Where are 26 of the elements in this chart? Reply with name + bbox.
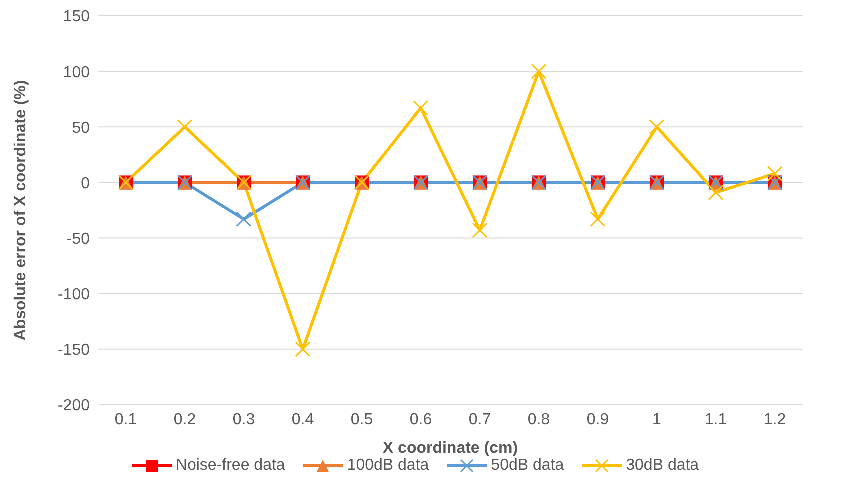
- x-tick-label: 0.7: [468, 411, 492, 428]
- x-tick-label: 0.1: [114, 411, 138, 428]
- x-tick-label: 1.2: [764, 411, 786, 428]
- x-tick-label: 0.5: [350, 411, 374, 428]
- legend-label: Noise-free data: [174, 457, 286, 475]
- x-axis-title: X coordinate (cm): [382, 440, 518, 457]
- y-axis-title: Absolute error of X coordinate (%): [12, 80, 30, 341]
- x-tick-label: 0.3: [232, 411, 256, 428]
- y-tick-label: -100: [58, 286, 90, 304]
- x-tick-label: 0.9: [586, 411, 610, 428]
- x-tick-label: 0.2: [174, 411, 196, 428]
- legend-label: 100dB data: [346, 457, 430, 475]
- legend-label: 50dB data: [490, 457, 564, 475]
- y-tick-label: -200: [58, 398, 90, 415]
- x-tick-label: 1.1: [704, 411, 728, 428]
- y-tick-label: -150: [58, 342, 90, 360]
- x-tick-label: 0.8: [528, 411, 550, 428]
- x-tick-label: 0.6: [410, 411, 432, 428]
- x-tick-label: 1: [652, 411, 662, 428]
- y-tick-label: -50: [66, 230, 90, 248]
- x-tick-label: 0.4: [292, 411, 314, 428]
- y-tick-label: 100: [63, 64, 90, 82]
- legend-label: 30dB data: [625, 457, 700, 475]
- y-tick-label: 50: [72, 120, 90, 137]
- y-tick-label: 0: [81, 175, 90, 192]
- y-tick-label: 150: [63, 8, 90, 26]
